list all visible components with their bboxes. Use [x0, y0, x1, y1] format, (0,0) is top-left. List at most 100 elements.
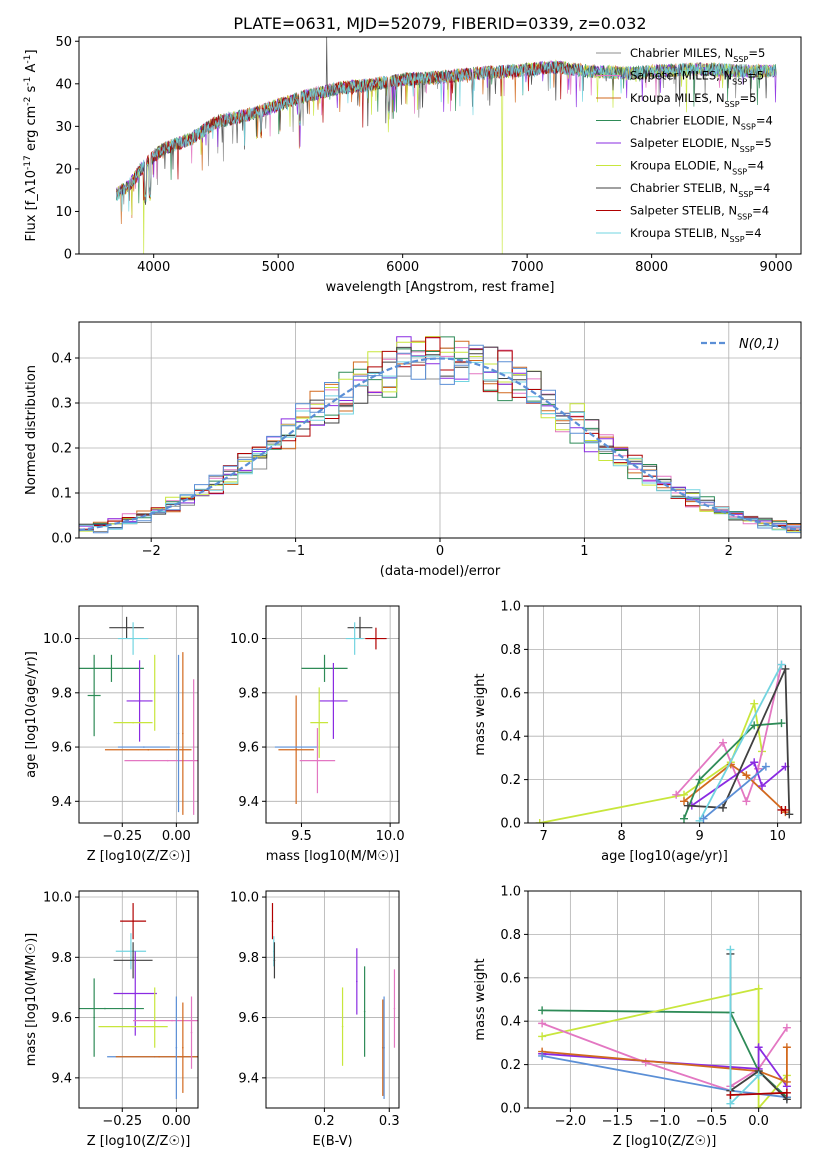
- weight-lines: [538, 945, 791, 1108]
- weight-marker: [782, 1088, 791, 1097]
- x-tick-label: 9: [695, 829, 703, 844]
- x-tick-label: 4000: [137, 260, 170, 275]
- x-tick-label: −2: [142, 544, 161, 559]
- x-axis-label: E(B-V): [312, 1134, 352, 1149]
- x-tick-label: 1: [580, 544, 588, 559]
- x-axis-label: (data-model)/error: [380, 564, 501, 579]
- weight-line: [539, 700, 763, 823]
- data-point: [295, 748, 297, 751]
- legend-label: N(0,1): [739, 337, 780, 352]
- data-point: [132, 1025, 134, 1028]
- y-tick-label: 30: [55, 120, 72, 135]
- y-tick-label: 9.6: [238, 1011, 259, 1026]
- spectrum-lines: [115, 37, 777, 254]
- data-point: [271, 920, 274, 922]
- weight-marker: [695, 775, 704, 784]
- weight-marker: [781, 664, 790, 673]
- histogram-step: [79, 336, 801, 531]
- weight-marker: [726, 1090, 735, 1099]
- weight-marker: [761, 762, 770, 771]
- axes-frame: [265, 890, 400, 1109]
- data-point: [175, 1046, 178, 1049]
- y-tick-label: 40: [55, 77, 72, 92]
- data-point: [147, 748, 150, 751]
- data-point: [153, 692, 156, 694]
- y-tick-label: 9.4: [51, 795, 72, 810]
- data-point: [125, 626, 128, 629]
- x-tick-label: −0.5: [696, 1114, 728, 1129]
- axes-frame: [78, 890, 199, 1109]
- weight-marker: [535, 819, 544, 823]
- weight-line: [730, 1091, 787, 1096]
- data-point: [132, 721, 134, 724]
- weight-marker: [782, 1023, 791, 1032]
- x-tick-label: 5000: [262, 260, 295, 275]
- y-tick-label: 0: [64, 248, 72, 263]
- data-point: [190, 1031, 193, 1034]
- y-tick-label: 9.6: [51, 741, 72, 756]
- data-point: [158, 1055, 160, 1058]
- weight-line: [702, 765, 767, 820]
- weight-marker: [538, 1019, 547, 1028]
- spectrum-line: [115, 61, 581, 201]
- y-tick-label: 9.6: [238, 741, 259, 756]
- y-axis-label: mass weight: [473, 673, 488, 755]
- data-point: [381, 1046, 384, 1049]
- data-point: [363, 1010, 366, 1013]
- weight-marker: [777, 660, 786, 669]
- weight-marker: [754, 1071, 763, 1080]
- weight-line: [698, 664, 783, 822]
- data-point: [182, 732, 184, 735]
- y-tick-label: 9.8: [238, 951, 259, 966]
- y-axis-label: Normed distribution: [24, 365, 39, 495]
- y-tick-label: 10: [55, 205, 72, 220]
- x-tick-label: 0.3: [379, 1114, 400, 1129]
- weight-marker: [719, 803, 727, 812]
- y-tick-label: 9.6: [51, 1011, 72, 1026]
- data-point: [110, 667, 113, 670]
- weight-marker: [781, 805, 790, 814]
- x-tick-label: 0.00: [162, 829, 191, 844]
- y-tick-label: 0.0: [500, 817, 521, 832]
- weight-marker: [758, 782, 766, 791]
- y-tick-label: 9.8: [238, 686, 259, 701]
- x-tick-label: −1: [286, 544, 305, 559]
- weight-lines: [535, 660, 794, 823]
- data-point: [295, 746, 297, 748]
- data-point: [143, 746, 145, 748]
- x-axis-label: Z [log10(Z/Z☉)]: [613, 1134, 717, 1149]
- x-tick-label: 7000: [511, 260, 544, 275]
- y-tick-label: 10.0: [43, 891, 72, 906]
- x-axis-label: wavelength [Angstrom, rest frame]: [326, 280, 555, 295]
- data-point: [104, 1007, 106, 1010]
- weight-line: [542, 1047, 788, 1084]
- weight-marker: [750, 699, 759, 708]
- data-point: [383, 1046, 385, 1049]
- legend-label: Chabrier ELODIE, NSSP=4: [630, 114, 773, 132]
- panel-age-vs-mass: 9.5 10.0 9.4 9.6 9.8 10.0 mass [log10(M/M☉)]: [230, 605, 405, 864]
- data-point: [182, 1046, 184, 1049]
- x-tick-label: −0.25: [102, 829, 142, 844]
- errorbar-points: [79, 616, 198, 815]
- axes-frame: [78, 605, 199, 824]
- x-tick-label: 9000: [760, 260, 793, 275]
- x-tick-label: 10: [769, 829, 786, 844]
- spectrum-line: [115, 60, 777, 212]
- data-point: [375, 637, 377, 640]
- y-axis-label: Flux [f_λ10-17 erg cm-2 s-1 A-1]: [23, 49, 39, 241]
- x-tick-label: 8000: [635, 260, 668, 275]
- weight-marker: [538, 1051, 547, 1060]
- x-tick-label: 0.2: [314, 1114, 335, 1129]
- weight-marker: [750, 721, 759, 730]
- y-tick-label: 9.8: [51, 686, 72, 701]
- y-tick-label: 20: [55, 162, 72, 177]
- y-tick-label: 10.0: [43, 632, 72, 647]
- x-tick-label: 10.0: [376, 829, 405, 844]
- weight-marker: [699, 814, 708, 823]
- y-axis-label: age [log10(age/yr)]: [24, 651, 39, 778]
- y-tick-label: 9.4: [238, 795, 259, 810]
- data-point: [356, 980, 358, 983]
- data-point: [93, 1016, 95, 1019]
- y-tick-label: 0.3: [51, 397, 72, 412]
